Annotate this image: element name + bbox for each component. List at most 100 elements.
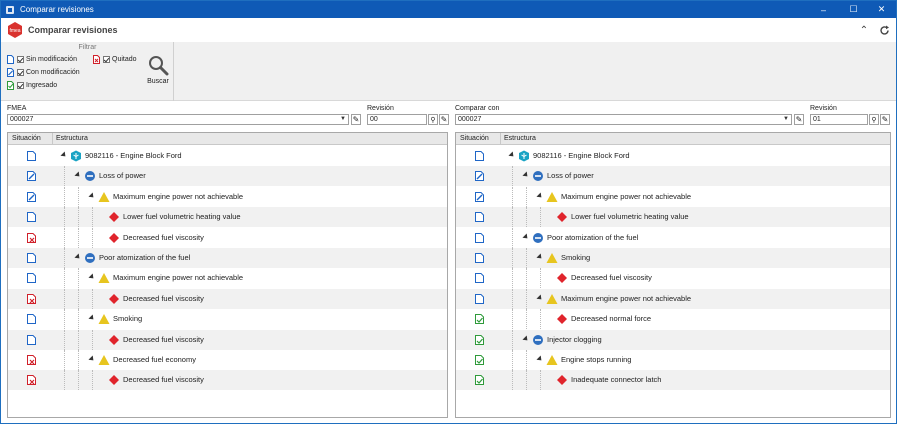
title-bar: Comparar revisiones – ☐ ✕ bbox=[1, 1, 896, 18]
filter-added[interactable]: Ingresado bbox=[7, 80, 57, 91]
table-row[interactable]: Decreased normal force bbox=[456, 309, 890, 330]
table-row[interactable]: Decreased fuel viscosity bbox=[8, 288, 447, 309]
tree-guide-line bbox=[540, 309, 541, 330]
table-row[interactable]: Maximum engine power not achievable bbox=[8, 186, 447, 207]
cause-diamond-icon bbox=[109, 293, 119, 304]
filter-modified-checkbox[interactable] bbox=[17, 69, 24, 76]
search-icon bbox=[149, 56, 169, 76]
expand-arrow-icon[interactable] bbox=[60, 151, 68, 159]
node-label: Maximum engine power not achievable bbox=[113, 191, 244, 201]
table-row[interactable]: Decreased fuel economy bbox=[8, 350, 447, 370]
fmea-logo-icon: fmea bbox=[8, 22, 22, 38]
filter-removed[interactable]: Quitado bbox=[93, 54, 137, 65]
tree-guide-line bbox=[512, 288, 513, 309]
table-row[interactable]: 9082116 - Engine Block Ford bbox=[8, 146, 447, 166]
warning-triangle-icon bbox=[98, 314, 110, 325]
tree-guide-line bbox=[64, 288, 65, 309]
left-revision-clear-button[interactable]: ✎ bbox=[439, 114, 449, 125]
doc-blue-icon bbox=[27, 334, 36, 345]
doc-red-x-icon bbox=[27, 355, 36, 365]
table-row[interactable]: Decreased fuel viscosity bbox=[456, 268, 890, 289]
expand-arrow-icon[interactable] bbox=[536, 253, 544, 261]
tree-guide-line bbox=[540, 268, 541, 289]
column-structure[interactable]: Estructura bbox=[504, 135, 536, 142]
doc-green-check-icon bbox=[7, 81, 14, 90]
tree-guide-line bbox=[540, 370, 541, 391]
table-row[interactable]: Loss of power bbox=[456, 166, 890, 187]
left-revision-field[interactable]: 00 bbox=[367, 114, 427, 125]
tree-guide-line bbox=[78, 186, 79, 207]
tree-guide-line bbox=[78, 288, 79, 309]
minimize-button[interactable]: – bbox=[809, 1, 838, 18]
search-button[interactable]: Buscar bbox=[146, 54, 170, 88]
filter-removed-checkbox[interactable] bbox=[103, 56, 110, 63]
table-row[interactable]: Maximum engine power not achievable bbox=[456, 186, 890, 207]
collapse-button[interactable]: ⌃ bbox=[857, 23, 871, 37]
filter-modified[interactable]: Con modificación bbox=[7, 67, 80, 78]
table-row[interactable]: Smoking bbox=[8, 309, 447, 330]
right-revision-search-button[interactable]: ⚲ bbox=[869, 114, 879, 125]
table-row[interactable]: Loss of power bbox=[8, 166, 447, 187]
expand-arrow-icon[interactable] bbox=[74, 171, 82, 179]
column-situation[interactable]: Situación bbox=[460, 135, 489, 142]
table-row[interactable]: Decreased fuel viscosity bbox=[8, 227, 447, 248]
filter-added-checkbox[interactable] bbox=[17, 82, 24, 89]
table-row[interactable]: 9082116 - Engine Block Ford bbox=[456, 146, 890, 166]
expand-arrow-icon[interactable] bbox=[522, 335, 530, 343]
table-row[interactable]: Poor atomization of the fuel bbox=[456, 227, 890, 248]
close-button[interactable]: ✕ bbox=[867, 1, 896, 18]
doc-blue-icon bbox=[475, 253, 484, 263]
doc-blue-icon bbox=[27, 314, 36, 325]
filter-unchanged-checkbox[interactable] bbox=[17, 56, 24, 63]
node-label: Maximum engine power not achievable bbox=[113, 273, 244, 283]
doc-red-x-icon bbox=[27, 375, 36, 386]
column-situation[interactable]: Situación bbox=[12, 135, 41, 142]
maximize-button[interactable]: ☐ bbox=[839, 1, 868, 18]
table-row[interactable]: Decreased fuel viscosity bbox=[8, 370, 447, 391]
expand-arrow-icon[interactable] bbox=[88, 273, 96, 281]
left-structure-grid[interactable]: Situación Estructura 9082116 - Engine Bl… bbox=[7, 132, 448, 418]
node-label: Engine stops running bbox=[561, 355, 632, 364]
refresh-button[interactable] bbox=[877, 23, 891, 37]
expand-arrow-icon[interactable] bbox=[508, 151, 516, 159]
node-label: Loss of power bbox=[547, 171, 594, 181]
doc-blue-icon bbox=[27, 253, 36, 263]
left-fmea-select[interactable]: 000027 ▼ bbox=[7, 114, 349, 125]
right-fmea-select[interactable]: 000027 ▼ bbox=[455, 114, 792, 125]
table-row[interactable]: Lower fuel volumetric heating value bbox=[456, 207, 890, 228]
expand-arrow-icon[interactable] bbox=[74, 253, 82, 261]
table-row[interactable]: Smoking bbox=[456, 248, 890, 268]
table-row[interactable]: Injector clogging bbox=[456, 329, 890, 350]
right-structure-grid[interactable]: Situación Estructura 9082116 - Engine Bl… bbox=[455, 132, 891, 418]
table-row[interactable]: Maximum engine power not achievable bbox=[8, 268, 447, 289]
search-icon: ⚲ bbox=[871, 116, 877, 124]
node-label: Lower fuel volumetric heating value bbox=[123, 212, 241, 222]
function-icon bbox=[85, 253, 95, 263]
expand-arrow-icon[interactable] bbox=[88, 355, 96, 363]
expand-arrow-icon[interactable] bbox=[522, 233, 530, 241]
right-fmea-clear-button[interactable]: ✎ bbox=[794, 114, 804, 125]
filter-unchanged[interactable]: Sin modificación bbox=[7, 54, 77, 65]
table-row[interactable]: Lower fuel volumetric heating value bbox=[8, 207, 447, 228]
table-row[interactable]: Inadequate connector latch bbox=[456, 370, 890, 391]
left-fmea-clear-button[interactable]: ✎ bbox=[351, 114, 361, 125]
table-row[interactable]: Maximum engine power not achievable bbox=[456, 288, 890, 309]
chevron-down-icon: ▼ bbox=[783, 116, 789, 122]
expand-arrow-icon[interactable] bbox=[522, 171, 530, 179]
right-revision-field[interactable]: 01 bbox=[810, 114, 868, 125]
function-icon bbox=[533, 232, 543, 243]
table-row[interactable]: Engine stops running bbox=[456, 350, 890, 370]
expand-arrow-icon[interactable] bbox=[88, 192, 96, 200]
column-structure[interactable]: Estructura bbox=[56, 135, 88, 142]
expand-arrow-icon[interactable] bbox=[536, 192, 544, 200]
expand-arrow-icon[interactable] bbox=[536, 294, 544, 302]
right-revision-clear-button[interactable]: ✎ bbox=[880, 114, 890, 125]
expand-arrow-icon[interactable] bbox=[536, 355, 544, 363]
table-row[interactable]: Decreased fuel viscosity bbox=[8, 329, 447, 350]
expand-arrow-icon[interactable] bbox=[88, 314, 96, 322]
tree-guide-line bbox=[526, 370, 527, 391]
table-row[interactable]: Poor atomization of the fuel bbox=[8, 248, 447, 268]
function-icon bbox=[533, 171, 543, 182]
left-revision-search-button[interactable]: ⚲ bbox=[428, 114, 438, 125]
